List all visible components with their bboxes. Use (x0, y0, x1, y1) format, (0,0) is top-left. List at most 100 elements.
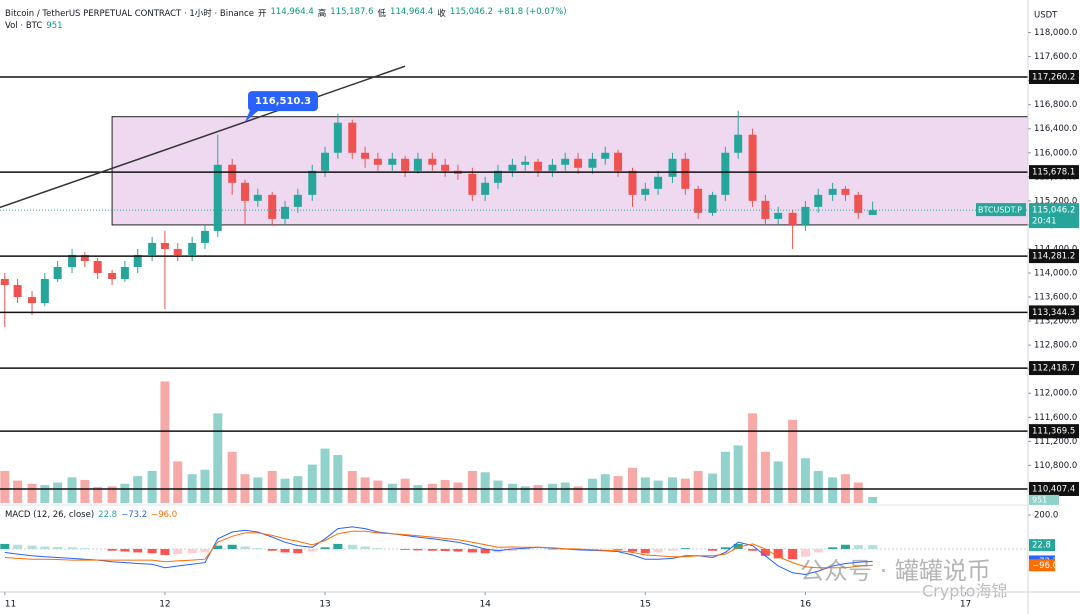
macd-histogram-bar (440, 549, 450, 552)
candle-body (200, 230, 209, 243)
candle-body (508, 164, 517, 171)
macd-histogram-bar (187, 549, 197, 554)
ohlc-label: 低 (377, 9, 387, 19)
annotation-box (247, 91, 318, 112)
macd-histogram-bar (80, 548, 90, 550)
ohlc-value: 115,187.6 (330, 7, 374, 17)
macd-histogram-bar (293, 549, 303, 554)
candle-body (668, 158, 677, 177)
x-tick-label: 11 (5, 600, 16, 610)
candle-body (188, 242, 197, 255)
macd-histogram-bar (413, 549, 423, 551)
volume-bar (373, 480, 383, 503)
signal-last: −96.0 (151, 510, 178, 520)
volume-bar (653, 480, 663, 503)
x-tick-label: 15 (640, 600, 651, 610)
macd-histogram-bar (800, 549, 810, 557)
level-label: 113,344.3 (1032, 308, 1075, 318)
candle-body (213, 164, 222, 231)
candle-body (681, 158, 690, 189)
y-tick-label: 111,200.0 (1034, 437, 1077, 447)
level-tag (1029, 165, 1079, 180)
watermark-2: Crypto海锦 (922, 582, 1007, 601)
macd-histogram-bar (40, 546, 50, 550)
candle-body (160, 242, 169, 249)
macd-histogram-bar (547, 549, 557, 550)
candle-body (721, 152, 730, 195)
macd-histogram-bar (53, 546, 63, 550)
countdown: 20:41 (1032, 217, 1057, 227)
x-tick-label: 12 (159, 600, 170, 610)
macd-label: MACD (12, 26, close) (5, 510, 95, 520)
volume-bar (53, 482, 63, 503)
volume-bar (307, 464, 317, 503)
candle-body (373, 158, 382, 165)
level-tag (1029, 305, 1079, 320)
symbol-label: BTCUSDT.P (978, 206, 1022, 215)
macd-histogram-bar (760, 549, 770, 556)
volume-bar (147, 471, 157, 503)
ohlc-label: 开 (257, 9, 267, 19)
candle-body (53, 266, 62, 280)
signal-line (4, 530, 873, 569)
candle-body (828, 188, 837, 195)
x-tick-label: 16 (800, 600, 812, 610)
y-tick-label: 110,800.0 (1034, 461, 1077, 471)
volume-bar (387, 483, 397, 503)
macd-histogram-bar (227, 544, 237, 550)
y-tick-label: 116,000.0 (1034, 148, 1077, 158)
candle-body (240, 182, 249, 201)
y-tick-label: 114,000.0 (1034, 269, 1077, 279)
candle-body (561, 158, 570, 165)
candle-body (441, 164, 450, 171)
macd-histogram-bar (147, 549, 157, 554)
volume-bar (733, 445, 743, 503)
watermark: 公众号 · 罐罐说币 (800, 557, 991, 585)
volume-bar (13, 480, 23, 503)
volume-bar (573, 486, 583, 503)
volume-bar (347, 471, 357, 503)
volume-bar (227, 451, 237, 503)
candle-body (654, 176, 663, 189)
candle-body (148, 242, 157, 255)
macd-histogram-bar (173, 549, 183, 555)
ohlc-label: 高 (317, 9, 327, 19)
candle-body (521, 161, 530, 165)
candle-body (268, 194, 277, 219)
macd-histogram-bar (200, 549, 210, 553)
range-box (111, 116, 1029, 226)
macd-histogram-bar (467, 549, 477, 553)
candle-body (388, 158, 397, 165)
level-label: 111,369.5 (1032, 427, 1075, 437)
candle-body (133, 254, 142, 267)
level-label: 117,260.2 (1032, 73, 1075, 83)
level-tag (1029, 481, 1079, 496)
macd-histogram-bar (480, 549, 490, 554)
y-tick-label: 117,600.0 (1034, 52, 1077, 62)
macd-histogram-bar (120, 549, 130, 552)
macd-tag-label: −96.0 (1032, 561, 1058, 571)
candle-body (774, 212, 783, 219)
candle-body (428, 158, 437, 165)
level-label: 110,407.4 (1032, 484, 1075, 494)
volume-bar (547, 483, 557, 503)
candle-body (173, 248, 182, 255)
volume-tag (1029, 494, 1059, 505)
level-tag (1029, 424, 1079, 439)
volume-bar (668, 477, 678, 503)
volume-bar (0, 471, 10, 503)
volume-bar (507, 483, 517, 503)
candle-body (321, 152, 330, 171)
candle-body (68, 254, 77, 267)
candle-body (228, 164, 237, 183)
volume-bar (693, 471, 703, 503)
volume-bar (120, 483, 130, 503)
candle-body (801, 206, 810, 225)
macd-histogram-bar (668, 549, 678, 551)
candle-body (814, 194, 823, 207)
candle-body (348, 122, 357, 153)
candle-body (481, 182, 490, 195)
level-tag (1029, 70, 1079, 85)
macd-histogram-bar (813, 549, 823, 553)
